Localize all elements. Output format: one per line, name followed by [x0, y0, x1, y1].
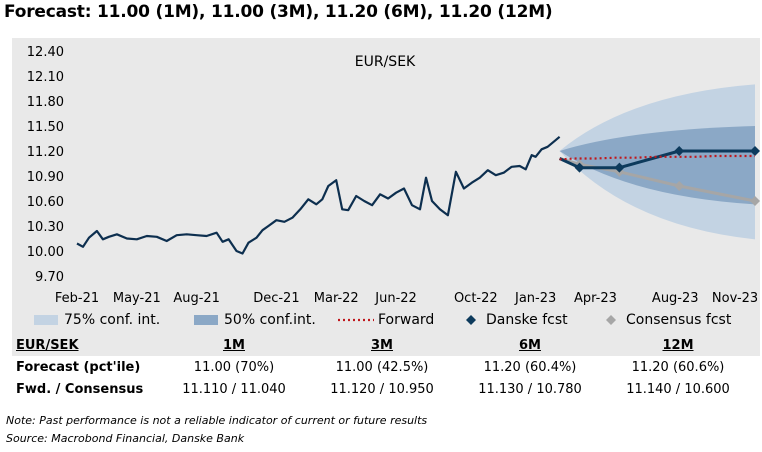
forward-3m: 11.120 / 10.950 [330, 381, 434, 397]
band50-area [559, 126, 755, 205]
forward-12m: 11.140 / 10.600 [626, 381, 730, 397]
table-header-row: EUR/SEK 1M 3M 6M 12M [16, 334, 752, 356]
table-row-forecast: Forecast (pct'ile) 11.00 (70%) 11.00 (42… [16, 356, 752, 378]
y-tick-label: 11.20 [27, 145, 64, 160]
chart-heading: Forecast: 11.00 (1M), 11.00 (3M), 11.20 … [4, 2, 553, 22]
consensus-diamond-icon [606, 315, 616, 325]
y-tick-label: 10.90 [27, 170, 64, 185]
band50-swatch [194, 315, 218, 325]
x-tick-label: Mar-22 [314, 291, 359, 306]
table-header-12m: 12M [662, 337, 694, 353]
x-tick-label: Oct-22 [454, 291, 498, 306]
forward-line [559, 154, 755, 161]
legend-item-consensus: Consensus fcst [604, 312, 731, 328]
forecast-1m: 11.00 (70%) [193, 359, 275, 375]
y-tick-label: 11.50 [27, 120, 64, 135]
danske-marker [750, 146, 760, 156]
x-tick-label: Apr-23 [574, 291, 617, 306]
y-tick-label: 9.70 [35, 270, 64, 285]
forecast-3m: 11.00 (42.5%) [335, 359, 429, 375]
x-tick-label: Aug-23 [652, 291, 699, 306]
legend-label-50-conf: 50% conf.int. [224, 312, 316, 328]
y-tick-label: 10.60 [27, 195, 64, 210]
danske-marker [614, 162, 625, 173]
eursek-chart: EUR/SEK 12.40 12.10 11.80 11.50 11.20 10.90 10.… [27, 45, 760, 306]
forecast-table: EUR/SEK 1M 3M 6M 12M Forecast (pct'ile) … [16, 334, 752, 400]
legend-item-50-conf: 50% conf.int. [194, 312, 316, 328]
x-tick-label: Jan-23 [514, 291, 556, 306]
legend-label-danske: Danske fcst [486, 312, 568, 328]
x-tick-label: Jun-22 [374, 291, 417, 306]
chart-title: EUR/SEK [355, 54, 416, 70]
consensus-marker [750, 196, 760, 206]
forward-1m: 11.110 / 11.040 [182, 381, 286, 397]
note-text: Note: Past performance is not a reliable… [6, 414, 428, 427]
table-header-3m: 3M [371, 337, 393, 353]
source-text: Source: Macrobond Financial, Danske Bank [6, 432, 245, 445]
x-tick-label: Feb-21 [55, 291, 99, 306]
danske-diamond-icon [466, 315, 476, 325]
danske-marker [574, 162, 585, 173]
y-tick-label: 11.80 [27, 95, 64, 110]
legend-item-75-conf: 75% conf. int. [34, 312, 160, 328]
table-header-6m: 6M [519, 337, 541, 353]
forward-row-label: Fwd. / Consensus [16, 381, 144, 397]
legend-label-forward: Forward [378, 312, 435, 328]
forward-6m: 11.130 / 10.780 [478, 381, 582, 397]
consensus-marker [674, 181, 685, 191]
x-tick-label: Nov-23 [712, 291, 758, 306]
y-tick-label: 12.40 [27, 45, 64, 60]
footnotes: Note: Past performance is not a reliable… [6, 412, 427, 448]
x-tick-label: Aug-21 [173, 291, 220, 306]
history-line [76, 135, 561, 255]
legend-item-forward: Forward [338, 312, 434, 328]
y-tick-label: 12.10 [27, 70, 64, 85]
legend-label-consensus: Consensus fcst [626, 312, 732, 328]
legend-item-danske: Danske fcst [464, 312, 568, 328]
forecast-6m: 11.20 (60.4%) [483, 359, 577, 375]
band75-swatch [34, 315, 58, 325]
legend-label-75-conf: 75% conf. int. [64, 312, 161, 328]
table-row-forward: Fwd. / Consensus 11.110 / 11.040 11.120 … [16, 378, 752, 400]
y-tick-label: 10.30 [27, 220, 64, 235]
forward-swatch [338, 318, 374, 322]
y-tick-label: 10.00 [27, 245, 64, 260]
legend: 75% conf. int. 50% conf.int. Forward Dan… [12, 312, 760, 332]
table-header-pair: EUR/SEK [16, 337, 79, 353]
forecast-12m: 11.20 (60.6%) [631, 359, 725, 375]
table-header-1m: 1M [223, 337, 245, 353]
x-tick-label: Dec-21 [253, 291, 299, 306]
x-tick-label: May-21 [113, 291, 161, 306]
danske-marker [674, 146, 685, 156]
forecast-row-label: Forecast (pct'ile) [16, 359, 141, 375]
